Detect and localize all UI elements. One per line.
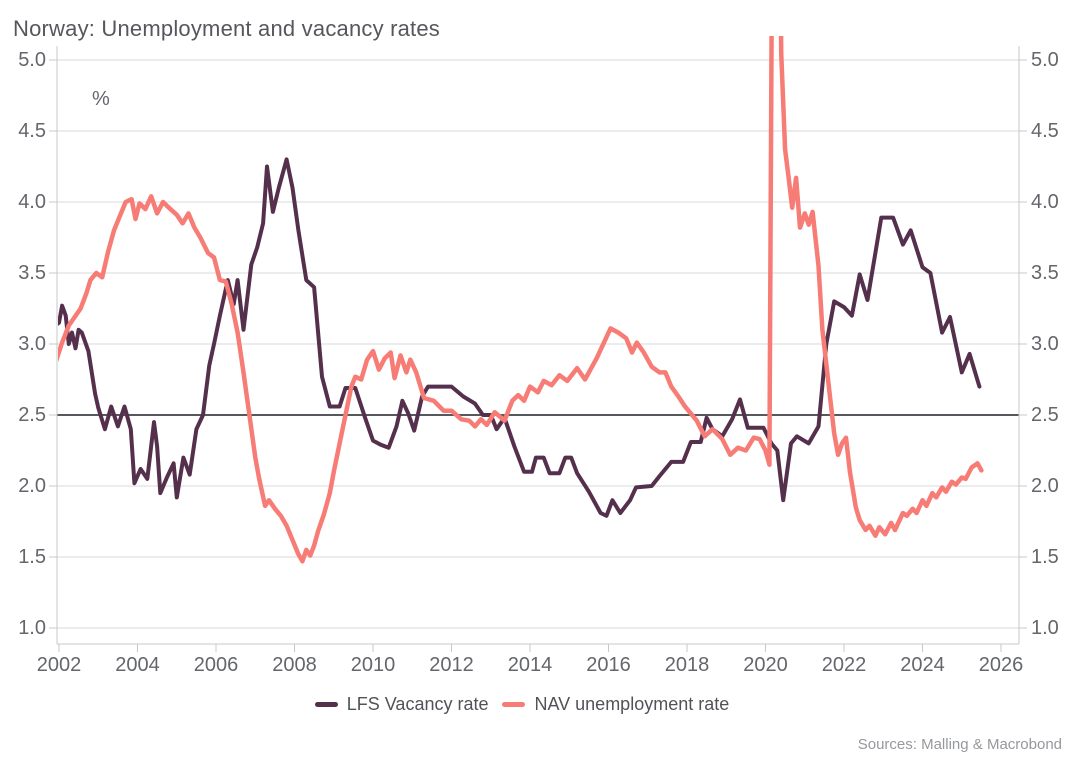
- x-tick-label: 2020: [743, 654, 788, 676]
- y-tick-label-right: 4.0: [1031, 191, 1059, 213]
- x-tick-label: 2024: [900, 654, 945, 676]
- series-line-nav-unemployment: [58, 36, 984, 564]
- x-tick-label: 2018: [664, 654, 710, 676]
- legend-item-nav-unemployment: NAV unemployment rate: [502, 694, 729, 715]
- legend-item-lfs-vacancy: LFS Vacancy rate: [314, 694, 489, 715]
- x-tick-label: 2008: [272, 654, 317, 676]
- y-tick-label-left: 1.0: [18, 617, 46, 639]
- sources-note: Sources: Malling & Macrobond: [857, 736, 1062, 753]
- x-tick-label: 2014: [507, 654, 553, 676]
- x-tick-label: 2002: [36, 654, 82, 676]
- legend: LFS Vacancy rate NAV unemployment rate: [0, 694, 1044, 715]
- y-tick-label-left: 2.5: [18, 404, 46, 426]
- x-tick-label: 2016: [586, 654, 631, 676]
- x-tick-label: 2012: [429, 654, 474, 676]
- y-tick-label-left: 3.0: [18, 333, 46, 355]
- y-tick-label-left: 5.0: [18, 49, 46, 71]
- y-tick-label-right: 4.5: [1031, 120, 1059, 142]
- x-tick-label: 2026: [978, 654, 1024, 676]
- y-tick-label-left: 2.0: [18, 475, 46, 497]
- y-tick-label-right: 3.0: [1031, 333, 1059, 355]
- legend-swatch-icon: [502, 702, 526, 707]
- chart-title: Norway: Unemployment and vacancy rates: [13, 16, 441, 41]
- y-tick-label-right: 5.0: [1031, 49, 1059, 71]
- legend-swatch-icon: [314, 702, 338, 707]
- y-tick-label-left: 3.5: [18, 262, 46, 284]
- y-tick-label-left: 1.5: [18, 546, 46, 568]
- x-tick-label: 2022: [821, 654, 867, 676]
- y-axis-unit-label: %: [92, 88, 110, 110]
- y-tick-label-right: 1.5: [1031, 546, 1059, 568]
- y-tick-label-left: 4.0: [18, 191, 46, 213]
- y-tick-label-right: 3.5: [1031, 262, 1059, 284]
- x-tick-label: 2006: [193, 654, 239, 676]
- x-tick-label: 2004: [115, 654, 160, 676]
- y-tick-label-right: 2.5: [1031, 404, 1059, 426]
- series-line-lfs-vacancy: [58, 157, 982, 518]
- y-tick-label-right: 2.0: [1031, 475, 1059, 497]
- legend-label: NAV unemployment rate: [534, 694, 730, 714]
- legend-label: LFS Vacancy rate: [346, 694, 489, 714]
- y-tick-label-right: 1.0: [1031, 617, 1059, 639]
- x-tick-label: 2010: [350, 654, 396, 676]
- y-tick-label-left: 4.5: [18, 120, 46, 142]
